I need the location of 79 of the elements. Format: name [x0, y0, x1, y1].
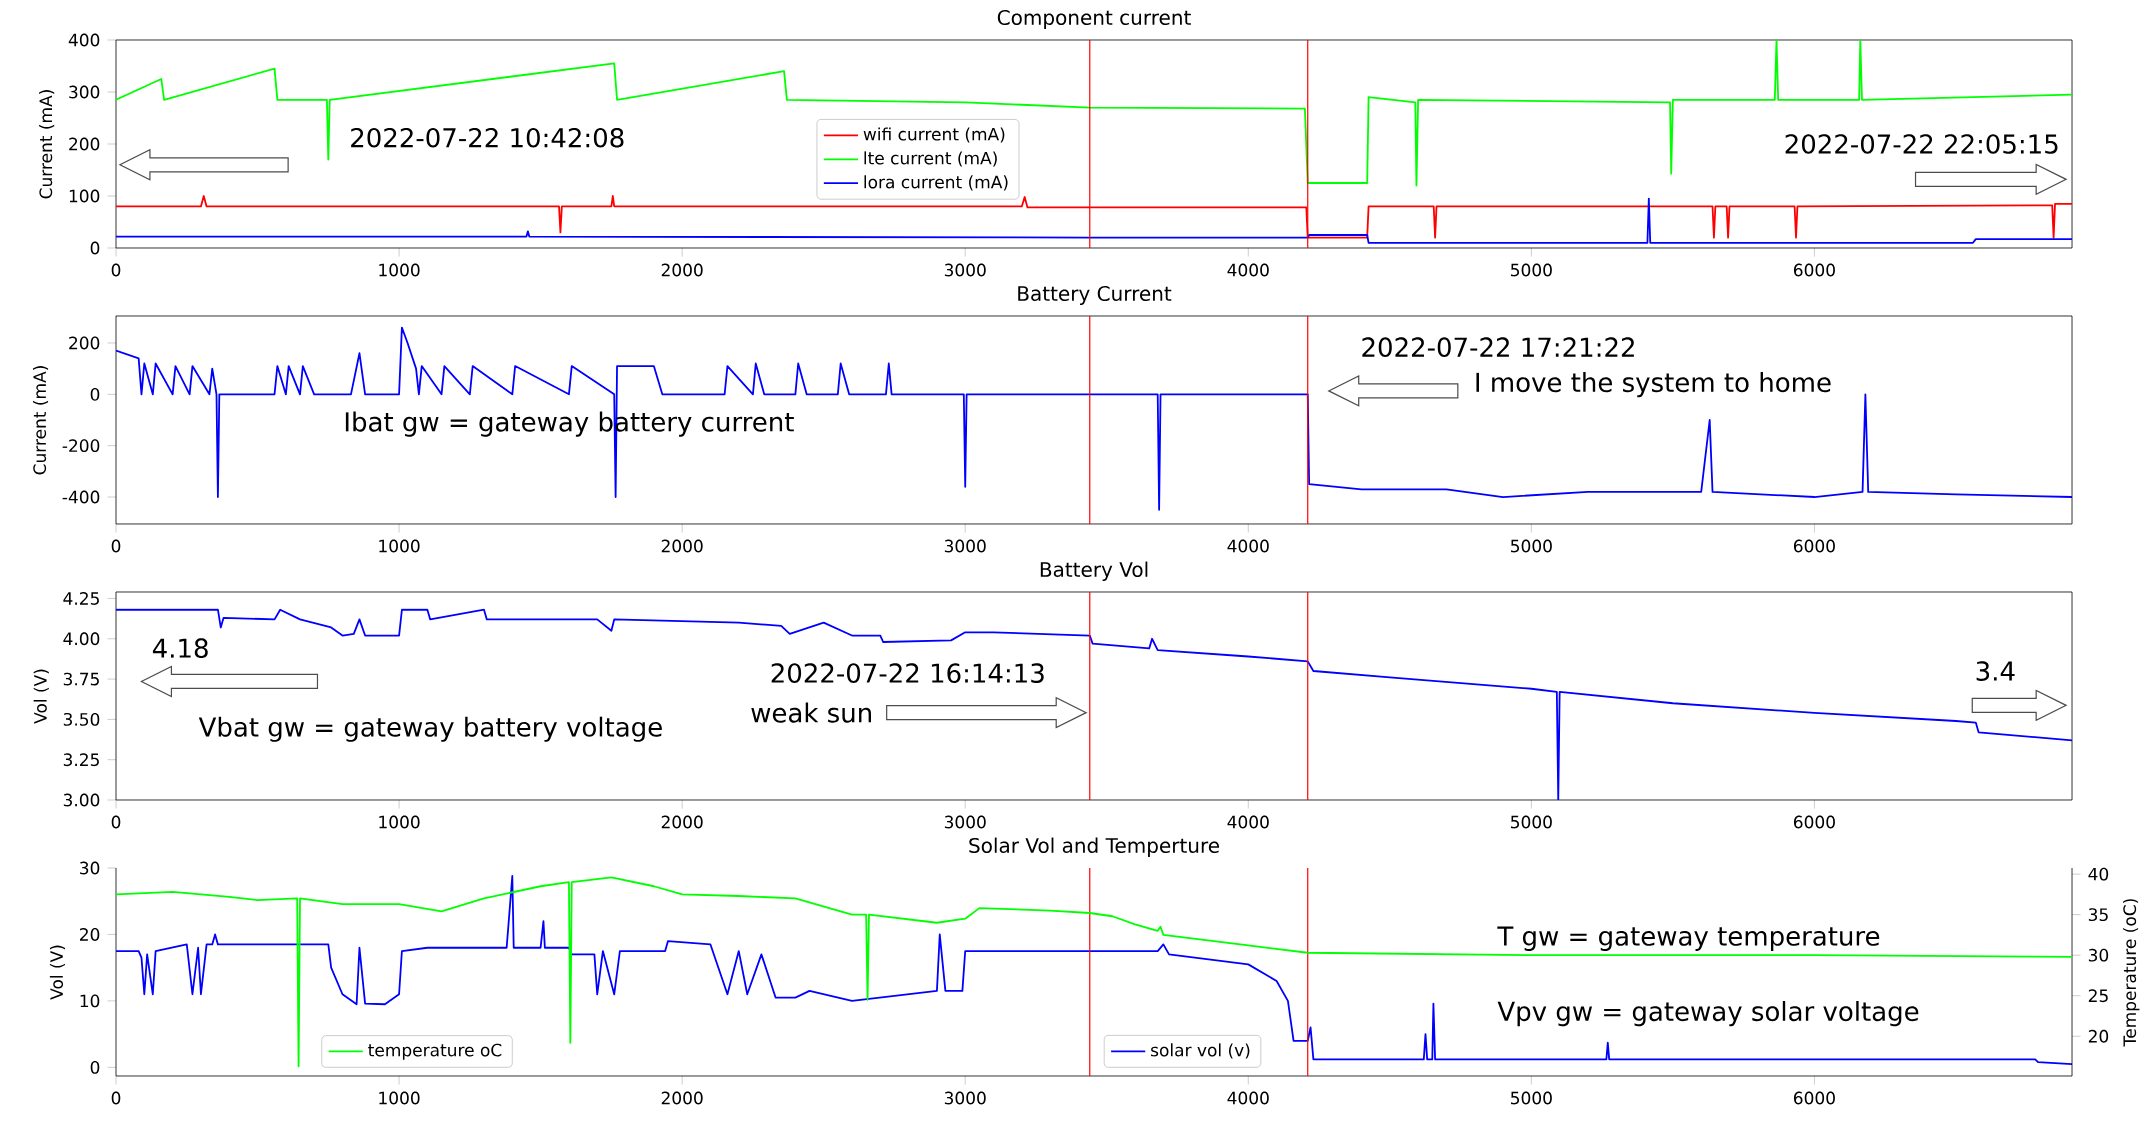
y2-tick-label: 35	[2088, 908, 2108, 922]
y-axis-title: Current (mA)	[32, 366, 49, 475]
x-tick-label: 1000	[379, 1091, 420, 1105]
x-tick-label: 6000	[1793, 263, 1835, 277]
y-tick-label: -400	[62, 490, 100, 504]
y-tick-label: 200	[69, 137, 100, 151]
x-tick-label: 5000	[1511, 263, 1552, 277]
y2-axis-title: Temperature (oC)	[2122, 899, 2140, 1047]
legend-label: lte current (mA)	[864, 151, 997, 167]
chart-title: Solar Vol and Temperture	[969, 837, 1220, 857]
x-tick-label: 1000	[379, 815, 420, 829]
legend-label: solar vol (v)	[1151, 1043, 1250, 1059]
y2-tick-label: 40	[2088, 867, 2109, 881]
x-tick-label: 0	[111, 263, 121, 277]
annotation: 2022-07-22 16:14:13	[771, 663, 1044, 683]
x-tick-label: 5000	[1511, 539, 1552, 553]
y2-tick-label: 30	[2088, 948, 2109, 962]
x-tick-label: 0	[111, 815, 121, 829]
x-tick-label: 2000	[661, 1091, 703, 1105]
annotation: I move the system to home	[1476, 372, 1831, 398]
y-tick-label: 400	[68, 33, 100, 47]
x-tick-label: 2000	[661, 263, 703, 277]
annotation: weak sun	[751, 702, 871, 723]
x-tick-label: 6000	[1793, 539, 1835, 553]
x-tick-label: 4000	[1227, 263, 1269, 277]
y-tick-label: 4.00	[63, 632, 100, 646]
x-tick-label: 1000	[379, 263, 420, 277]
annotation: 2022-07-22 10:42:08	[351, 127, 624, 148]
y2-tick-label: 25	[2088, 989, 2108, 1003]
x-tick-label: 5000	[1511, 815, 1552, 829]
x-tick-label: 3000	[944, 539, 986, 553]
x-tick-label: 6000	[1793, 1091, 1835, 1105]
y-tick-label: 0	[90, 1060, 100, 1074]
y-tick-label: 100	[69, 189, 100, 203]
x-tick-label: 3000	[944, 1091, 986, 1105]
y-axis-title: Vol (V)	[49, 945, 66, 1000]
y-tick-label: 3.00	[63, 793, 100, 807]
annotation: 4.18	[152, 638, 208, 658]
x-tick-label: 0	[111, 539, 121, 553]
chart-title: Battery Vol	[1040, 561, 1148, 581]
line-series	[116, 326, 2073, 511]
y-tick-label: 200	[69, 336, 100, 350]
annotation: Vpv gw = gateway solar voltage	[1497, 1001, 1919, 1027]
x-tick-label: 1000	[379, 539, 420, 553]
x-tick-label: 4000	[1227, 815, 1269, 829]
annotation: 2022-07-22 22:05:15	[1785, 134, 2058, 154]
y-tick-label: 300	[69, 85, 100, 99]
annotation: T gw = gateway temperature	[1497, 926, 1880, 951]
y-tick-label: 0	[90, 241, 100, 255]
y-tick-label: 20	[80, 928, 100, 941]
annotation: 2022-07-22 17:21:22	[1362, 337, 1634, 358]
x-tick-label: 0	[111, 1091, 121, 1105]
y-axis-title: Current (mA)	[39, 90, 55, 199]
y2-tick-label: 20	[2088, 1029, 2109, 1043]
annotation: Vbat gw = gateway battery voltage	[198, 716, 662, 742]
chart-title: Component current	[997, 9, 1191, 29]
x-tick-label: 5000	[1511, 1091, 1552, 1105]
y-tick-label: 4.25	[63, 592, 99, 605]
x-tick-label: 4000	[1227, 1091, 1269, 1105]
y-tick-label: 3.75	[63, 672, 99, 686]
y-axis-title: Vol (V)	[33, 669, 49, 724]
y-tick-label: 3.25	[63, 753, 99, 767]
line-series	[116, 608, 2073, 800]
x-tick-label: 3000	[944, 815, 986, 829]
x-tick-label: 3000	[944, 263, 986, 277]
y-tick-label: 10	[80, 994, 100, 1008]
x-tick-label: 2000	[661, 539, 703, 553]
legend-label: wifi current (mA)	[863, 127, 1005, 143]
x-tick-label: 4000	[1227, 539, 1269, 553]
y-tick-label: -200	[62, 439, 100, 453]
chart-title: Battery Current	[1018, 285, 1172, 305]
x-tick-label: 6000	[1793, 815, 1835, 829]
x-tick-label: 2000	[661, 815, 703, 829]
legend-label: lora current (mA)	[864, 175, 1008, 191]
y-tick-label: 30	[80, 861, 100, 875]
legend-label: temperature oC	[368, 1043, 502, 1060]
annotation: 3.4	[1976, 661, 2015, 681]
y-tick-label: 3.50	[63, 712, 100, 726]
y-tick-label: 0	[90, 387, 100, 401]
